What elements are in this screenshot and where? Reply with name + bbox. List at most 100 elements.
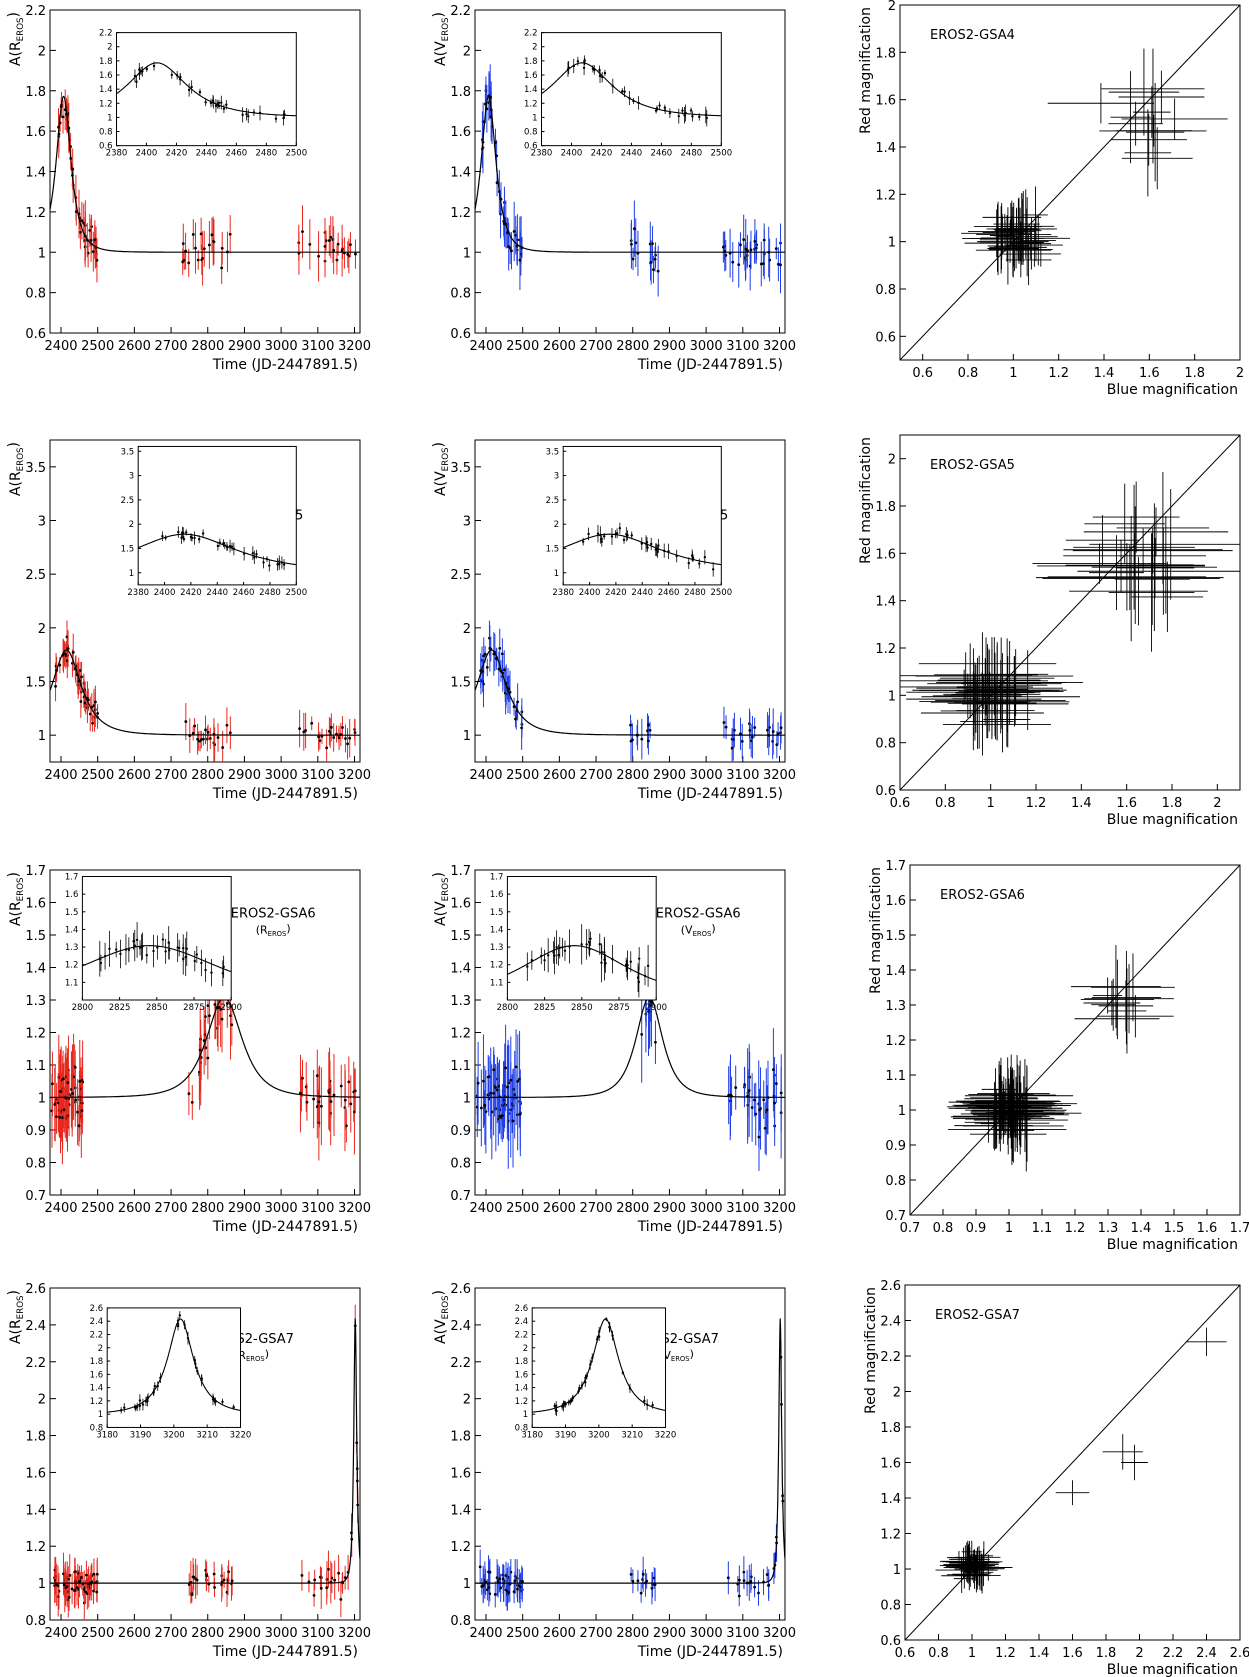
data-point bbox=[483, 1103, 487, 1107]
data-point bbox=[779, 1091, 783, 1095]
gsa6-c-xlabel: Blue magnification bbox=[1107, 1237, 1238, 1253]
gsa7-c-points bbox=[905, 1285, 1240, 1640]
gsa5-v-ytick-label: 3.5 bbox=[450, 461, 471, 476]
gsa5-c-xlabel: Blue magnification bbox=[1107, 812, 1238, 828]
data-point bbox=[58, 1115, 62, 1119]
gsa4-r-xtick-label: 3100 bbox=[301, 339, 334, 354]
data-point bbox=[514, 1065, 518, 1069]
inset-data-point bbox=[610, 535, 614, 538]
gsa7-v-ytick-label: 2 bbox=[463, 1393, 471, 1408]
data-point bbox=[337, 736, 341, 740]
data-point bbox=[312, 1593, 316, 1597]
inset-data-point bbox=[119, 952, 122, 956]
data-point bbox=[353, 1089, 357, 1093]
data-point bbox=[329, 1100, 333, 1103]
data-point bbox=[300, 1573, 304, 1577]
gsa6-v-inset-ytick-label: 1.5 bbox=[490, 908, 504, 918]
inset-data-point bbox=[156, 946, 159, 949]
gsa5-r-inset-ytick-label: 3.5 bbox=[121, 447, 135, 457]
gsa4-v-inset-ytick-label: 1.4 bbox=[524, 85, 538, 95]
data-point bbox=[482, 1079, 485, 1083]
data-point bbox=[487, 1075, 491, 1079]
data-point bbox=[78, 669, 82, 672]
gsa7-c-xtick-label: 1.6 bbox=[1062, 1646, 1083, 1661]
data-point bbox=[308, 243, 312, 246]
data-point bbox=[353, 731, 357, 734]
gsa6-v-xtick-label: 2400 bbox=[469, 1201, 502, 1216]
gsa6-r-xtick-label: 2500 bbox=[81, 1201, 114, 1216]
data-point bbox=[92, 1589, 95, 1593]
gsa6-v-ytick-label: 1.5 bbox=[450, 929, 471, 944]
data-point bbox=[225, 1001, 229, 1005]
inset-data-point bbox=[655, 548, 658, 552]
data-point bbox=[95, 1590, 99, 1594]
inset-data-point bbox=[687, 561, 690, 565]
inset-data-point bbox=[152, 949, 155, 953]
inset-data-point bbox=[555, 1409, 558, 1413]
data-point bbox=[629, 1572, 633, 1576]
gsa7-r-inset-ytick-label: 1.2 bbox=[90, 1397, 104, 1407]
data-point bbox=[518, 258, 522, 262]
gsa7-v-inset-xtick-label: 3210 bbox=[621, 1430, 643, 1440]
gsa4-v-ytick-label: 1.2 bbox=[450, 206, 471, 221]
gsa6-r-xlabel: Time (JD-2447891.5) bbox=[212, 1219, 358, 1235]
gsa5-c-xtick-label: 1.8 bbox=[1162, 796, 1183, 811]
data-point bbox=[746, 249, 749, 253]
data-point bbox=[737, 1578, 741, 1582]
data-point bbox=[348, 736, 352, 740]
gsa5-v-xtick-label: 2900 bbox=[653, 768, 686, 783]
inset-data-point bbox=[598, 943, 601, 946]
data-point bbox=[58, 1090, 62, 1093]
gsa7-r-ytick-label: 1.8 bbox=[25, 1430, 46, 1445]
gsa6-r-ytick-label: 1.7 bbox=[25, 864, 46, 879]
data-point bbox=[222, 1578, 226, 1582]
gsa4-v-inset-ytick-label: 1.6 bbox=[524, 71, 538, 81]
gsa5-r-xtick-label: 2400 bbox=[44, 768, 77, 783]
data-point bbox=[62, 1108, 66, 1112]
data-point bbox=[195, 1578, 199, 1582]
inset-data-point bbox=[629, 960, 632, 963]
gsa6-v-xtick-label: 2600 bbox=[543, 1201, 576, 1216]
gsa5-c-ytick-label: 1.2 bbox=[875, 642, 896, 657]
inset-data-point bbox=[650, 542, 653, 546]
gsa4-r-inset-ytick-label: 1 bbox=[107, 113, 112, 123]
data-point bbox=[743, 1083, 747, 1087]
gsa5-r-inset-xtick-label: 2380 bbox=[127, 588, 149, 598]
data-point bbox=[724, 725, 728, 729]
gsa6-c-ytick-label: 1.2 bbox=[885, 1034, 906, 1049]
gsa4-r-inset-frame bbox=[116, 32, 297, 147]
gsa7-r-inset-ytick-label: 2.2 bbox=[90, 1330, 104, 1340]
gsa6-r-inset-ytick-label: 1.1 bbox=[65, 978, 79, 988]
gsa4-r-xtick-label: 3000 bbox=[265, 339, 298, 354]
gsa6-r-model-curve bbox=[50, 996, 360, 1098]
data-point bbox=[92, 1572, 96, 1576]
data-point bbox=[487, 1570, 491, 1574]
gsa4-v-xtick-label: 2600 bbox=[543, 339, 576, 354]
gsa6-r-title: EROS2-GSA6 bbox=[231, 907, 316, 922]
data-point bbox=[498, 646, 502, 650]
gsa5-r-inset-xtick-label: 2400 bbox=[154, 588, 176, 598]
data-point bbox=[500, 1114, 504, 1118]
inset-data-point bbox=[621, 90, 624, 93]
data-point bbox=[78, 1580, 81, 1583]
gsa6-r-inset-ytick-label: 1.3 bbox=[65, 943, 79, 953]
gsa5-r-ylabel: A(REROS) bbox=[6, 442, 26, 496]
data-point bbox=[761, 262, 765, 266]
gsa7-v-xtick-label: 2800 bbox=[616, 1626, 649, 1641]
inset-data-point bbox=[222, 107, 226, 111]
gsa5-r-ytick-label: 2.5 bbox=[25, 568, 46, 583]
data-point bbox=[631, 257, 635, 261]
gsa7-v-inset-ytick-label: 2.4 bbox=[515, 1317, 529, 1327]
data-point bbox=[206, 1056, 210, 1060]
data-point bbox=[779, 263, 782, 267]
gsa6-v-inset-ytick-label: 1.3 bbox=[490, 943, 504, 953]
gsa4-r-inset-ytick-label: 2.2 bbox=[99, 29, 113, 39]
gsa6-r-xtick-label: 3100 bbox=[301, 1201, 334, 1216]
gsa7-v-inset-xtick-label: 3180 bbox=[521, 1430, 543, 1440]
data-point bbox=[327, 1567, 330, 1571]
gsa4-r-inset-ytick-label: 1.6 bbox=[99, 71, 113, 81]
gsa6-r-xtick-label: 2700 bbox=[155, 1201, 188, 1216]
gsa6-v-inset-xtick-label: 2850 bbox=[571, 1003, 593, 1013]
gsa5-v-model-curve bbox=[475, 649, 785, 736]
lightcurve-gsa4-v: 2400 2500 2600 2700 2800 2900 3000 3100 3200 0.6 0… bbox=[431, 4, 796, 373]
